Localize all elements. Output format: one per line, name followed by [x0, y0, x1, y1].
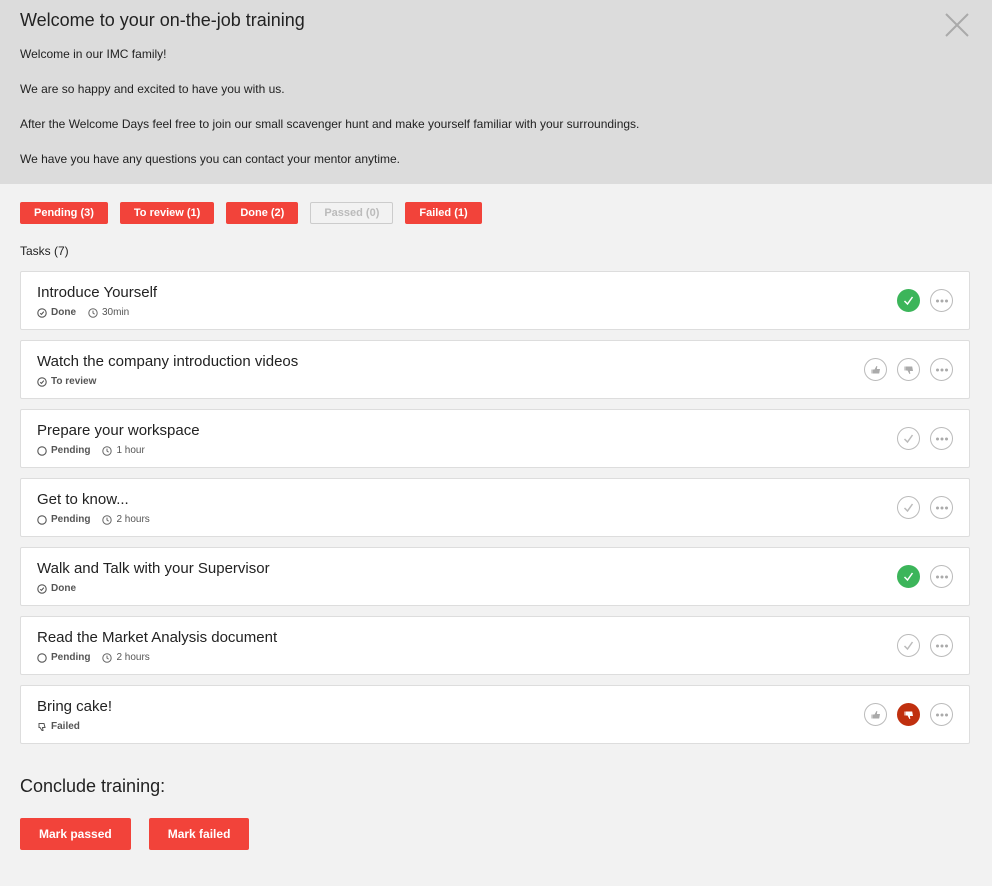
check-circle-icon [37, 376, 47, 387]
more-options-icon[interactable] [930, 496, 953, 519]
task-duration: 30min [102, 307, 130, 318]
more-options-icon[interactable] [930, 565, 953, 588]
thumbs-up-icon[interactable] [864, 703, 887, 726]
intro-text: Welcome in our IMC family! [20, 47, 167, 61]
task-duration: 1 hour [116, 445, 145, 456]
mark-done-check-icon[interactable] [897, 289, 920, 312]
page-title: Welcome to your on-the-job training [20, 10, 305, 30]
intro-text: We have you have any questions you can c… [20, 152, 400, 166]
task-card[interactable]: Bring cake! Failed [20, 685, 970, 744]
task-card[interactable]: Prepare your workspace Pending 1 hour [20, 409, 970, 468]
task-title: Read the Market Analysis document [37, 629, 278, 646]
task-status: Done [51, 307, 76, 318]
task-card[interactable]: Read the Market Analysis document Pendin… [20, 616, 970, 675]
task-title: Bring cake! [37, 698, 113, 715]
clock-icon [88, 307, 98, 318]
task-title: Get to know... [37, 491, 129, 508]
check-circle-icon [37, 583, 47, 594]
circle-icon [37, 652, 47, 663]
more-options-icon[interactable] [930, 427, 953, 450]
check-circle-icon [37, 307, 47, 318]
task-status: Failed [51, 721, 80, 732]
task-status: Pending [51, 514, 91, 525]
filter-done[interactable]: Done (2) [226, 202, 299, 224]
filter-pending[interactable]: Pending (3) [20, 202, 108, 224]
filter-failed[interactable]: Failed (1) [405, 202, 482, 224]
task-card[interactable]: Walk and Talk with your Supervisor Done [20, 547, 970, 606]
task-status: Done [51, 583, 76, 594]
filter-passed[interactable]: Passed (0) [310, 202, 394, 224]
task-list: Introduce Yourself Done 30min Watch the … [20, 271, 970, 754]
task-title: Introduce Yourself [37, 284, 158, 301]
thumbs-up-icon[interactable] [864, 358, 887, 381]
task-duration: 2 hours [116, 514, 150, 525]
more-options-icon[interactable] [930, 358, 953, 381]
task-title: Prepare your workspace [37, 422, 200, 439]
conclude-title: Conclude training: [20, 776, 166, 796]
tasks-count: Tasks (7) [20, 244, 69, 258]
task-status: Pending [51, 652, 91, 663]
mark-passed-button[interactable]: Mark passed [20, 818, 131, 850]
more-options-icon[interactable] [930, 634, 953, 657]
clock-icon [102, 445, 113, 456]
clock-icon [102, 652, 113, 663]
more-options-icon[interactable] [930, 289, 953, 312]
task-status: Pending [51, 445, 91, 456]
intro-text: After the Welcome Days feel free to join… [20, 117, 640, 131]
thumbs-down-icon[interactable] [897, 358, 920, 381]
mark-done-check-icon[interactable] [897, 496, 920, 519]
task-card[interactable]: Introduce Yourself Done 30min [20, 271, 970, 330]
intro-text: We are so happy and excited to have you … [20, 82, 285, 96]
mark-done-check-icon[interactable] [897, 427, 920, 450]
thumbs-down-icon[interactable] [897, 703, 920, 726]
circle-icon [37, 445, 47, 456]
task-title: Watch the company introduction videos [37, 353, 299, 370]
mark-failed-button[interactable]: Mark failed [148, 818, 250, 850]
task-status: To review [51, 376, 97, 387]
task-card[interactable]: Get to know... Pending 2 hours [20, 478, 970, 537]
close-icon[interactable] [944, 12, 970, 38]
task-duration: 2 hours [116, 652, 150, 663]
more-options-icon[interactable] [930, 703, 953, 726]
task-card[interactable]: Watch the company introduction videos To… [20, 340, 970, 399]
mark-done-check-icon[interactable] [897, 565, 920, 588]
clock-icon [102, 514, 113, 525]
circle-icon [37, 514, 47, 525]
task-title: Walk and Talk with your Supervisor [37, 560, 270, 577]
filter-to-review[interactable]: To review (1) [119, 202, 215, 224]
training-header: Welcome to your on-the-job training Welc… [0, 0, 992, 184]
status-filters: Pending (3) To review (1) Done (2) Passed (… [20, 202, 482, 224]
mark-done-check-icon[interactable] [897, 634, 920, 657]
thumbs-down-icon [37, 722, 47, 732]
